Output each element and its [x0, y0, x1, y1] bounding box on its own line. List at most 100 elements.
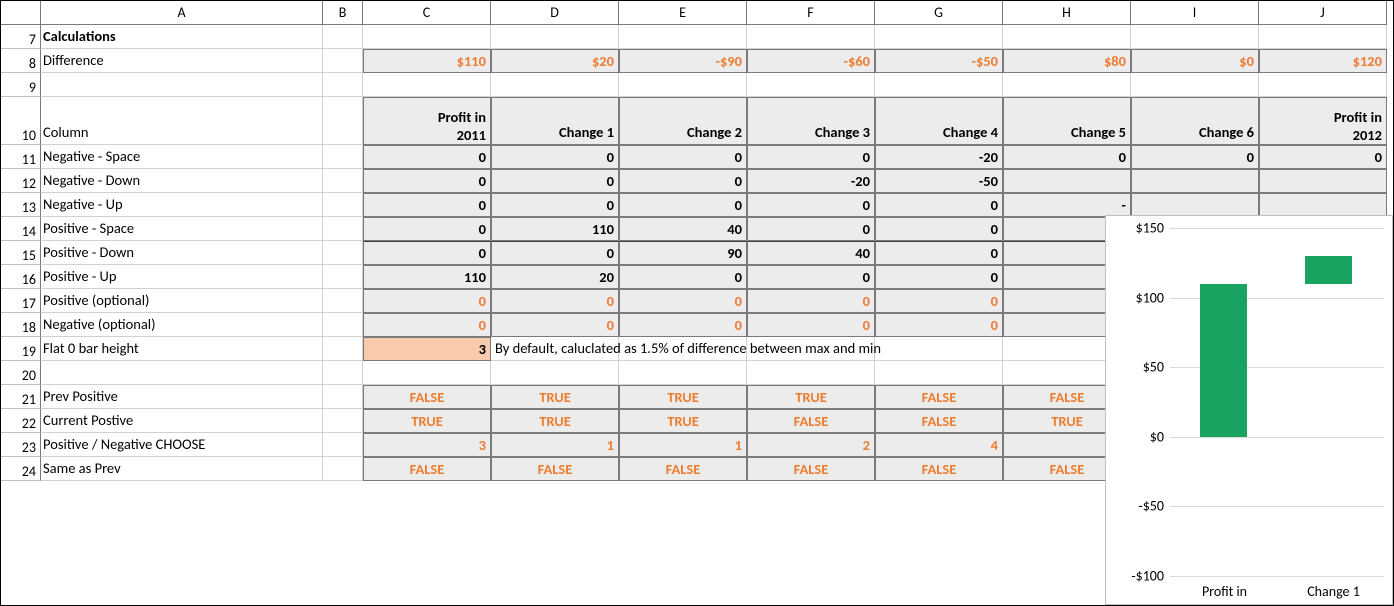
cell-B17[interactable]	[323, 289, 363, 313]
row-header-8[interactable]: 8	[1, 49, 41, 73]
cell-D9[interactable]	[491, 73, 619, 97]
row-header-22[interactable]: 22	[1, 409, 41, 433]
cell-C15[interactable]: 0	[363, 241, 491, 265]
col-header-B[interactable]: B	[323, 1, 363, 25]
cell-C21[interactable]: FALSE	[363, 385, 491, 409]
cell-I10[interactable]: Change 6	[1131, 97, 1259, 145]
cell-C13[interactable]: 0	[363, 193, 491, 217]
cell-I13[interactable]	[1131, 193, 1259, 217]
cell-A11[interactable]: Negative - Space	[41, 145, 323, 169]
cell-H8[interactable]: $80	[1003, 49, 1131, 73]
cell-B10[interactable]	[323, 97, 363, 145]
cell-C20[interactable]	[363, 361, 491, 385]
row-header-16[interactable]: 16	[1, 265, 41, 289]
cell-D13[interactable]: 0	[491, 193, 619, 217]
cell-A7[interactable]: Calculations	[41, 25, 323, 49]
row-header-19[interactable]: 19	[1, 337, 41, 361]
cell-F20[interactable]	[747, 361, 875, 385]
cell-E14[interactable]: 40	[619, 217, 747, 241]
row-header-12[interactable]: 12	[1, 169, 41, 193]
cell-G13[interactable]: 0	[875, 193, 1003, 217]
cell-C7[interactable]	[363, 25, 491, 49]
cell-G22[interactable]: FALSE	[875, 409, 1003, 433]
col-header-C[interactable]: C	[363, 1, 491, 25]
col-header-G[interactable]: G	[875, 1, 1003, 25]
cell-A14[interactable]: Positive - Space	[41, 217, 323, 241]
row-header-10[interactable]: 10	[1, 97, 41, 145]
cell-F24[interactable]: FALSE	[747, 457, 875, 481]
cell-A8[interactable]: Difference	[41, 49, 323, 73]
select-all-corner[interactable]	[1, 1, 41, 25]
cell-J12[interactable]	[1259, 169, 1387, 193]
cell-I7[interactable]	[1131, 25, 1259, 49]
cell-C24[interactable]: FALSE	[363, 457, 491, 481]
cell-H7[interactable]	[1003, 25, 1131, 49]
cell-B7[interactable]	[323, 25, 363, 49]
cell-E20[interactable]	[619, 361, 747, 385]
cell-A20[interactable]	[41, 361, 323, 385]
cell-B19[interactable]	[323, 337, 363, 361]
cell-C18[interactable]: 0	[363, 313, 491, 337]
cell-A23[interactable]: Positive / Negative CHOOSE	[41, 433, 323, 457]
col-header-I[interactable]: I	[1131, 1, 1259, 25]
cell-D10[interactable]: Change 1	[491, 97, 619, 145]
cell-D7[interactable]	[491, 25, 619, 49]
cell-G18[interactable]: 0	[875, 313, 1003, 337]
row-header-11[interactable]: 11	[1, 145, 41, 169]
cell-A9[interactable]	[41, 73, 323, 97]
cell-J11[interactable]: 0	[1259, 145, 1387, 169]
cell-B9[interactable]	[323, 73, 363, 97]
cell-G14[interactable]: 0	[875, 217, 1003, 241]
cell-F11[interactable]: 0	[747, 145, 875, 169]
cell-E13[interactable]: 0	[619, 193, 747, 217]
cell-A13[interactable]: Negative - Up	[41, 193, 323, 217]
cell-E16[interactable]: 0	[619, 265, 747, 289]
cell-A17[interactable]: Positive (optional)	[41, 289, 323, 313]
cell-H10[interactable]: Change 5	[1003, 97, 1131, 145]
cell-H11[interactable]: 0	[1003, 145, 1131, 169]
cell-F22[interactable]: FALSE	[747, 409, 875, 433]
cell-F16[interactable]: 0	[747, 265, 875, 289]
cell-B13[interactable]	[323, 193, 363, 217]
cell-F13[interactable]: 0	[747, 193, 875, 217]
row-header-14[interactable]: 14	[1, 217, 41, 241]
cell-E21[interactable]: TRUE	[619, 385, 747, 409]
cell-C22[interactable]: TRUE	[363, 409, 491, 433]
row-header-24[interactable]: 24	[1, 457, 41, 481]
embedded-chart[interactable]: Profit inChange 1 -$100-$50$0$50$100$150	[1105, 215, 1393, 605]
cell-F14[interactable]: 0	[747, 217, 875, 241]
cell-D8[interactable]: $20	[491, 49, 619, 73]
cell-E12[interactable]: 0	[619, 169, 747, 193]
cell-C10[interactable]: Profit in2011	[363, 97, 491, 145]
row-header-15[interactable]: 15	[1, 241, 41, 265]
cell-H9[interactable]	[1003, 73, 1131, 97]
row-header-21[interactable]: 21	[1, 385, 41, 409]
cell-F15[interactable]: 40	[747, 241, 875, 265]
cell-A24[interactable]: Same as Prev	[41, 457, 323, 481]
cell-A21[interactable]: Prev Positive	[41, 385, 323, 409]
cell-C23[interactable]: 3	[363, 433, 491, 457]
cell-E11[interactable]: 0	[619, 145, 747, 169]
cell-E8[interactable]: -$90	[619, 49, 747, 73]
col-header-D[interactable]: D	[491, 1, 619, 25]
cell-G17[interactable]: 0	[875, 289, 1003, 313]
cell-A15[interactable]: Positive - Down	[41, 241, 323, 265]
cell-E18[interactable]: 0	[619, 313, 747, 337]
cell-D12[interactable]: 0	[491, 169, 619, 193]
cell-A10[interactable]: Column	[41, 97, 323, 145]
cell-C12[interactable]: 0	[363, 169, 491, 193]
row-header-7[interactable]: 7	[1, 25, 41, 49]
cell-H12[interactable]	[1003, 169, 1131, 193]
cell-I12[interactable]	[1131, 169, 1259, 193]
cell-B16[interactable]	[323, 265, 363, 289]
cell-D16[interactable]: 20	[491, 265, 619, 289]
cell-C16[interactable]: 110	[363, 265, 491, 289]
cell-J10[interactable]: Profit in2012	[1259, 97, 1387, 145]
cell-D21[interactable]: TRUE	[491, 385, 619, 409]
cell-B22[interactable]	[323, 409, 363, 433]
cell-G23[interactable]: 4	[875, 433, 1003, 457]
cell-B8[interactable]	[323, 49, 363, 73]
cell-G20[interactable]	[875, 361, 1003, 385]
cell-E24[interactable]: FALSE	[619, 457, 747, 481]
row-header-23[interactable]: 23	[1, 433, 41, 457]
